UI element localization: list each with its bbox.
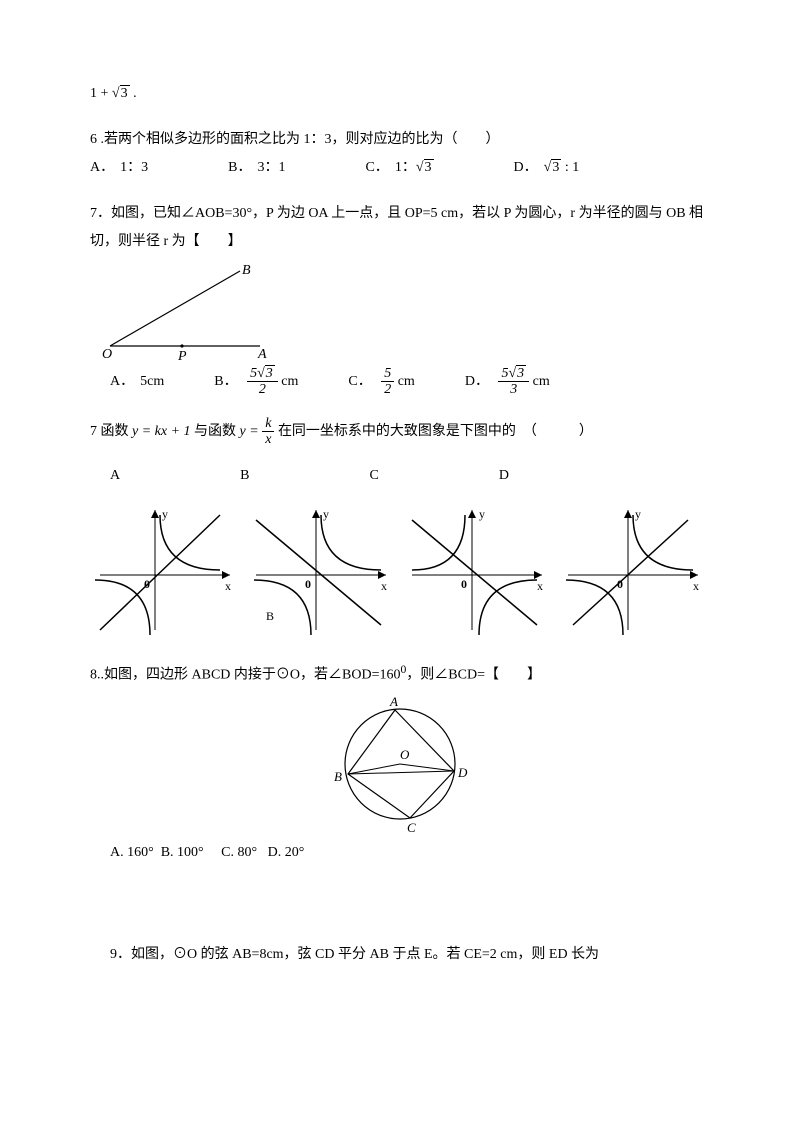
q7a-opt-b[interactable]: B． 532 cm: [214, 366, 298, 398]
svg-text:y: y: [323, 507, 329, 521]
q8-opt-d[interactable]: D. 20°: [268, 845, 305, 860]
question-7-angle: 7．如图，已知∠AOB=30°，P 为边 OA 上一点，且 OP=5 cm，若以…: [90, 200, 710, 398]
svg-text:C: C: [407, 820, 416, 835]
q7a-text: 7．如图，已知∠AOB=30°，P 为边 OA 上一点，且 OP=5 cm，若以…: [90, 200, 710, 256]
q7b-graph-labels: A B C D: [110, 462, 710, 490]
q7b-label-a: A: [110, 462, 120, 490]
fragment-top: 1 + 3 .: [90, 80, 710, 108]
expr-1plus-sqrt3: 1 + 3 .: [90, 86, 137, 101]
q7a-options: A．5cm B． 532 cm C． 52 cm D． 533 cm: [110, 366, 710, 398]
q9-text: 9．如图，⊙O 的弦 AB=8cm，弦 CD 平分 AB 于点 E。若 CE=2…: [110, 941, 710, 969]
q7b-label-d: D: [499, 462, 509, 490]
q6-options: A．1：3 B．3：1 C．1：3 D．3 : 1: [90, 154, 710, 182]
q8-options: A. 160° B. 100° C. 80° D. 20°: [110, 839, 710, 867]
graph-a: x y 0: [90, 500, 240, 640]
q7b-graphs: x y 0 x y 0 B x y 0: [90, 500, 710, 640]
q6-text: 6 .若两个相似多边形的面积之比为 1：3，则对应边的比为（ ）: [90, 126, 710, 154]
q8-figure: A B C D O: [300, 689, 500, 839]
q6-opt-d[interactable]: D．3 : 1: [514, 154, 580, 182]
svg-text:y: y: [635, 507, 641, 521]
q7b-text: 7 函数 y = kx + 1 与函数 y = kx 在同一坐标系中的大致图象是…: [90, 416, 710, 448]
graph-d: x y 0: [558, 500, 708, 640]
svg-text:A: A: [257, 347, 267, 362]
q7a-opt-d[interactable]: D． 533 cm: [465, 366, 550, 398]
svg-text:0: 0: [461, 577, 467, 591]
q7b-label-c: C: [369, 462, 378, 490]
question-8: 8..如图，四边形 ABCD 内接于⊙O，若∠BOD=1600，则∠BCD=【 …: [90, 658, 710, 868]
svg-text:O: O: [400, 747, 410, 762]
svg-text:y: y: [479, 507, 485, 521]
q8-opt-c[interactable]: C. 80°: [221, 845, 257, 860]
q7b-label-b: B: [240, 462, 249, 490]
q7a-opt-c[interactable]: C． 52 cm: [348, 366, 414, 398]
q6-opt-b[interactable]: B．3：1: [228, 154, 285, 182]
svg-text:y: y: [162, 507, 168, 521]
q6-opt-a[interactable]: A．1：3: [90, 154, 148, 182]
svg-text:A: A: [389, 694, 398, 709]
svg-text:B: B: [266, 609, 274, 623]
q6-opt-c[interactable]: C．1：3: [365, 154, 433, 182]
svg-text:x: x: [381, 579, 387, 593]
q7a-opt-a[interactable]: A．5cm: [110, 368, 164, 396]
svg-text:x: x: [537, 579, 543, 593]
svg-text:D: D: [457, 765, 468, 780]
q7a-figure: O P A B: [90, 256, 290, 366]
svg-text:P: P: [177, 349, 187, 364]
question-7-functions: 7 函数 y = kx + 1 与函数 y = kx 在同一坐标系中的大致图象是…: [90, 416, 710, 640]
svg-text:0: 0: [305, 577, 311, 591]
q8-text: 8..如图，四边形 ABCD 内接于⊙O，若∠BOD=1600，则∠BCD=【 …: [90, 658, 710, 690]
graph-b: x y 0 B: [246, 500, 396, 640]
svg-text:x: x: [225, 579, 231, 593]
q8-opt-b[interactable]: B. 100°: [161, 845, 204, 860]
svg-text:B: B: [242, 263, 251, 278]
question-6: 6 .若两个相似多边形的面积之比为 1：3，则对应边的比为（ ） A．1：3 B…: [90, 126, 710, 182]
q8-opt-a[interactable]: A. 160°: [110, 845, 154, 860]
svg-text:B: B: [334, 769, 342, 784]
svg-text:O: O: [102, 347, 112, 362]
question-9: 9．如图，⊙O 的弦 AB=8cm，弦 CD 平分 AB 于点 E。若 CE=2…: [90, 941, 710, 969]
graph-c: x y 0: [402, 500, 552, 640]
svg-text:x: x: [693, 579, 699, 593]
